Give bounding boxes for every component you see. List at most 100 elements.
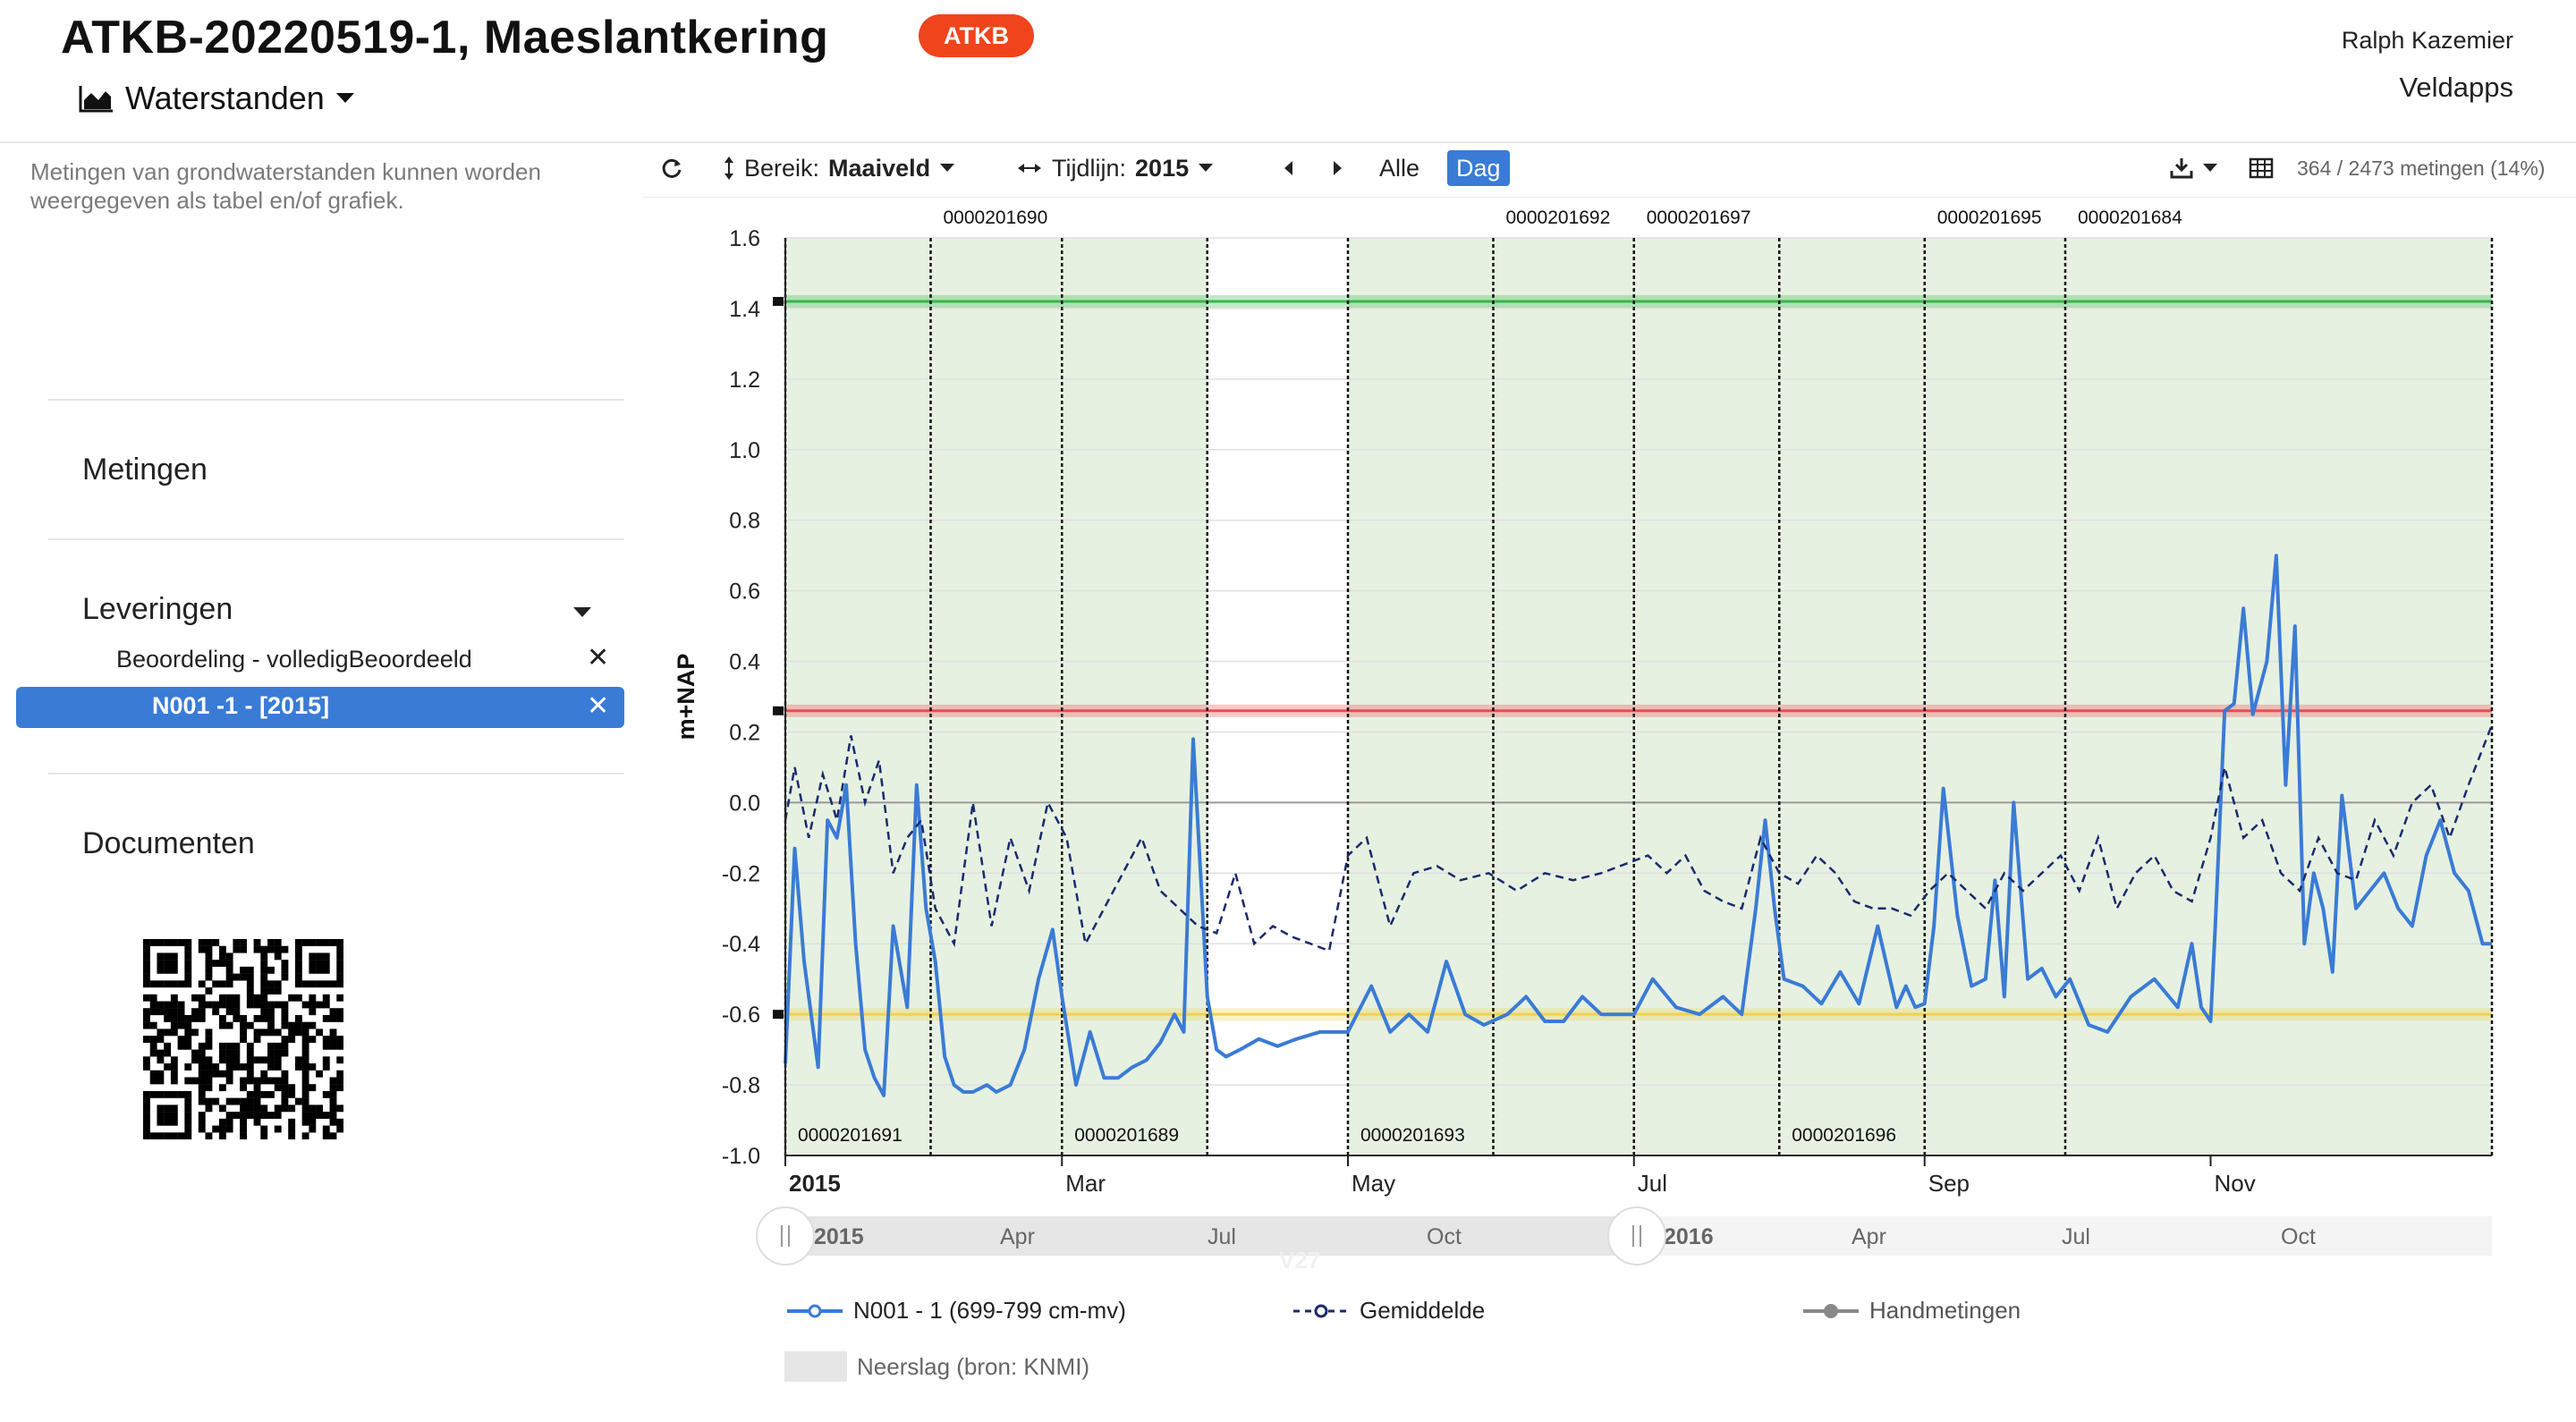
view-label: Waterstanden bbox=[125, 80, 325, 116]
table-icon bbox=[2249, 157, 2274, 179]
delivery-id-label: 0000201693 bbox=[1360, 1125, 1465, 1146]
measurement-count: 364 / 2473 metingen (14%) bbox=[2297, 156, 2546, 180]
x-tick-label: Mar bbox=[1065, 1170, 1106, 1197]
divider bbox=[48, 538, 624, 540]
delivery-id-label: 0000201684 bbox=[2078, 207, 2182, 228]
bar-swatch-icon bbox=[784, 1351, 847, 1382]
tijdlijn-value: 2015 bbox=[1135, 154, 1190, 182]
bereik-value: Maaiveld bbox=[828, 154, 931, 182]
y-tick-label: -0.8 bbox=[722, 1073, 760, 1098]
table-view-button[interactable] bbox=[2249, 152, 2274, 184]
header-divider bbox=[0, 141, 2576, 143]
navigator-label: Jul bbox=[1208, 1224, 1236, 1249]
navigator-label: 2016 bbox=[1664, 1224, 1714, 1249]
levering-item-label: N001 -1 - [2015] bbox=[152, 692, 330, 719]
legend-item-series[interactable]: N001 - 1 (699-799 cm-mv) bbox=[785, 1297, 1126, 1325]
delivery-id-label: 0000201691 bbox=[798, 1125, 902, 1146]
navigator-watermark: V27 bbox=[1279, 1247, 1320, 1274]
delivery-id-label: 0000201697 bbox=[1647, 207, 1751, 228]
navigator-label: Apr bbox=[1852, 1224, 1886, 1249]
remove-filter-icon[interactable]: ✕ bbox=[587, 643, 610, 673]
series-line-icon bbox=[787, 1304, 843, 1317]
x-tick-label: Sep bbox=[1928, 1170, 1970, 1197]
y-tick-label: -0.4 bbox=[722, 932, 760, 957]
delivery-id-label: 0000201689 bbox=[1074, 1125, 1179, 1146]
x-tick-label: May bbox=[1352, 1170, 1395, 1197]
legend-item-gemiddelde[interactable]: Gemiddelde bbox=[1292, 1297, 1485, 1325]
delivery-id-label: 0000201695 bbox=[1937, 207, 2042, 228]
levering-item[interactable]: Beoordeling - volledigBeoordeeld bbox=[116, 646, 472, 673]
legend-item-neerslag[interactable]: Neerslag (bron: KNMI) bbox=[784, 1350, 1089, 1383]
navigator-label: Oct bbox=[1427, 1224, 1462, 1249]
user-name[interactable]: Ralph Kazemier bbox=[2341, 27, 2513, 54]
y-tick-label: 0.6 bbox=[729, 580, 760, 605]
y-tick-label: -0.2 bbox=[722, 861, 760, 886]
legend-label: Handmetingen bbox=[1869, 1297, 2021, 1324]
section-leveringen[interactable]: Leveringen bbox=[82, 592, 233, 626]
legend-label: N001 - 1 (699-799 cm-mv) bbox=[853, 1297, 1126, 1324]
divider bbox=[48, 773, 624, 774]
download-dropdown[interactable] bbox=[2170, 152, 2218, 184]
y-tick-label: 0.4 bbox=[729, 650, 760, 675]
x-tick-label: 2015 bbox=[789, 1170, 841, 1197]
caret-right-icon bbox=[1334, 161, 1342, 175]
levering-item-active[interactable] bbox=[16, 687, 624, 728]
delivery-id-label: 0000201692 bbox=[1506, 207, 1611, 228]
navigator-label: 2015 bbox=[814, 1224, 864, 1249]
dag-button[interactable]: Dag bbox=[1447, 150, 1510, 186]
caret-down-icon bbox=[335, 93, 354, 103]
refresh-button[interactable] bbox=[660, 152, 683, 184]
organisation-badge: ATKB bbox=[919, 14, 1034, 57]
y-tick-label: 1.6 bbox=[729, 226, 760, 251]
area-chart-icon bbox=[79, 86, 113, 113]
caret-down-icon bbox=[940, 164, 955, 172]
delivery-labels: 0000201691 0000201690 0000201689 0000201693… bbox=[798, 207, 2182, 1146]
previous-button[interactable] bbox=[1283, 152, 1293, 184]
delivery-band bbox=[2065, 238, 2492, 1155]
qr-code-icon bbox=[143, 939, 343, 1139]
x-tick-label: Nov bbox=[2214, 1170, 2255, 1197]
navigator-handle[interactable] bbox=[1607, 1206, 1666, 1265]
caret-down-icon bbox=[2203, 164, 2217, 172]
bereik-dropdown[interactable]: Bereik: Maaiveld bbox=[723, 152, 955, 184]
page-title: ATKB-20220519-1, Maeslantkering bbox=[61, 12, 829, 63]
view-dropdown[interactable]: Waterstanden bbox=[79, 77, 355, 120]
x-tick-label: Jul bbox=[1638, 1170, 1667, 1197]
legend-item-handmetingen[interactable]: Handmetingen bbox=[1801, 1297, 2021, 1325]
reference-marker bbox=[773, 706, 784, 715]
navigator-handle[interactable] bbox=[756, 1206, 815, 1265]
range-navigator[interactable]: 2015 Apr Jul Oct 2016 Apr Jul Oct V27 bbox=[756, 1206, 2492, 1274]
delivery-id-label: 0000201696 bbox=[1792, 1125, 1896, 1146]
y-axis-title: m+NAP bbox=[673, 654, 699, 741]
section-documenten[interactable]: Documenten bbox=[82, 826, 255, 860]
divider bbox=[48, 399, 624, 401]
reference-marker bbox=[773, 1010, 784, 1020]
remove-filter-icon[interactable]: ✕ bbox=[587, 691, 610, 721]
delivery-band bbox=[930, 238, 1063, 1155]
legend-label: Neerslag (bron: KNMI) bbox=[857, 1352, 1090, 1380]
section-metingen[interactable]: Metingen bbox=[82, 453, 208, 487]
vertical-arrows-icon bbox=[724, 157, 733, 180]
app-name[interactable]: Veldapps bbox=[2399, 72, 2513, 103]
caret-left-icon bbox=[1284, 161, 1292, 175]
gemiddelde-line bbox=[784, 724, 2494, 952]
tijdlijn-dropdown[interactable]: Tijdlijn: 2015 bbox=[1016, 152, 1214, 184]
y-tick-label: 1.4 bbox=[729, 297, 760, 322]
navigator-label: Oct bbox=[2281, 1224, 2316, 1249]
alle-button[interactable]: Alle bbox=[1379, 154, 1420, 182]
horizontal-arrows-icon bbox=[1018, 164, 1041, 173]
caret-down-icon bbox=[1199, 164, 1214, 172]
toolbar-divider bbox=[642, 197, 2576, 198]
axes: 1.6 1.4 1.2 1.0 0.8 0.6 0.4 0.2 0.0 -0.2 -0.4 -0.6 -… bbox=[673, 226, 2492, 1197]
reference-marker bbox=[773, 297, 784, 307]
sidebar-description: Metingen van grondwaterstanden kunnen wo… bbox=[30, 158, 541, 214]
next-button[interactable] bbox=[1333, 152, 1343, 184]
y-tick-label: -0.6 bbox=[722, 1003, 760, 1028]
delivery-band bbox=[1493, 238, 1634, 1155]
y-tick-label: 0.0 bbox=[729, 791, 760, 816]
chart-toolbar: Bereik: Maaiveld Tijdlijn: 2015 Alle Dag… bbox=[642, 143, 2576, 193]
delivery-band bbox=[1348, 238, 1494, 1155]
caret-down-icon[interactable] bbox=[572, 606, 592, 619]
y-tick-label: 0.2 bbox=[729, 720, 760, 745]
legend-label: Gemiddelde bbox=[1360, 1297, 1486, 1324]
